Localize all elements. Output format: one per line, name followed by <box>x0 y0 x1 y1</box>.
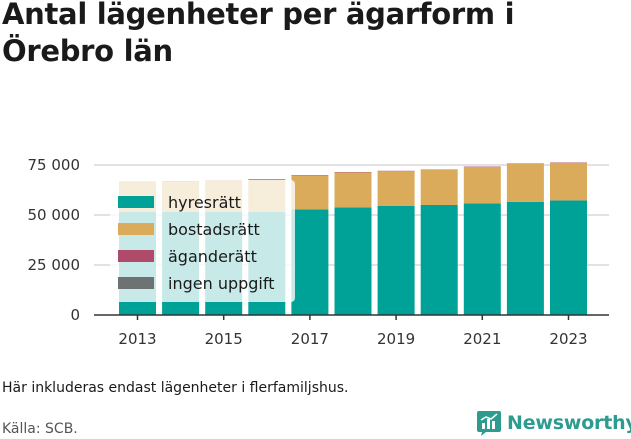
legend-swatch <box>118 196 154 208</box>
bar-segment <box>463 203 501 315</box>
bar-segment <box>506 163 544 202</box>
x-tick-label: 2017 <box>291 330 329 348</box>
x-tick-label: 2013 <box>118 330 156 348</box>
bar-segment <box>550 200 587 315</box>
legend-label: ingen uppgift <box>168 274 275 293</box>
bar-segment <box>291 209 329 315</box>
bar-segment <box>550 162 587 201</box>
bar-segment <box>291 175 329 210</box>
x-tick-label: 2021 <box>463 330 501 348</box>
legend-swatch <box>118 250 154 262</box>
chart-title: Antal lägenheter per ägarform i Örebro l… <box>2 0 515 68</box>
x-tick-label: 2019 <box>377 330 415 348</box>
bar-segment <box>334 172 372 208</box>
bar-segment <box>377 171 415 206</box>
y-tick-label: 0 <box>70 306 80 324</box>
legend-label: bostadsrätt <box>168 220 260 239</box>
y-tick-label: 75 000 <box>28 156 81 174</box>
legend-label: äganderätt <box>168 247 257 266</box>
chart-note: Här inkluderas endast lägenheter i flerf… <box>2 380 349 396</box>
newsworthy-logo-icon <box>477 411 501 436</box>
y-tick-label: 25 000 <box>28 256 81 274</box>
source-text: Källa: SCB. <box>2 421 78 437</box>
x-tick-label: 2023 <box>549 330 587 348</box>
legend: hyresrätt bostadsrätt äganderätt ingen uppg… <box>110 180 295 302</box>
legend-swatch <box>118 277 154 289</box>
bar-segment <box>420 170 458 205</box>
legend-label: hyresrätt <box>168 193 241 212</box>
legend-swatch <box>118 223 154 235</box>
bar-segment <box>463 167 501 204</box>
bar-segment <box>420 205 458 315</box>
chart: 0 25 000 50 000 75 000 2013 2015 2017 2019 2021 2… <box>28 156 609 348</box>
bar-segment <box>377 206 415 315</box>
brand-name: Newsworthy <box>507 412 631 434</box>
brand-logo[interactable]: Newsworthy <box>476 408 631 438</box>
bar-segment <box>334 207 372 315</box>
y-tick-label: 50 000 <box>28 206 81 224</box>
bar-segment <box>506 201 544 315</box>
x-tick-label: 2015 <box>205 330 243 348</box>
legend-background <box>110 180 295 302</box>
